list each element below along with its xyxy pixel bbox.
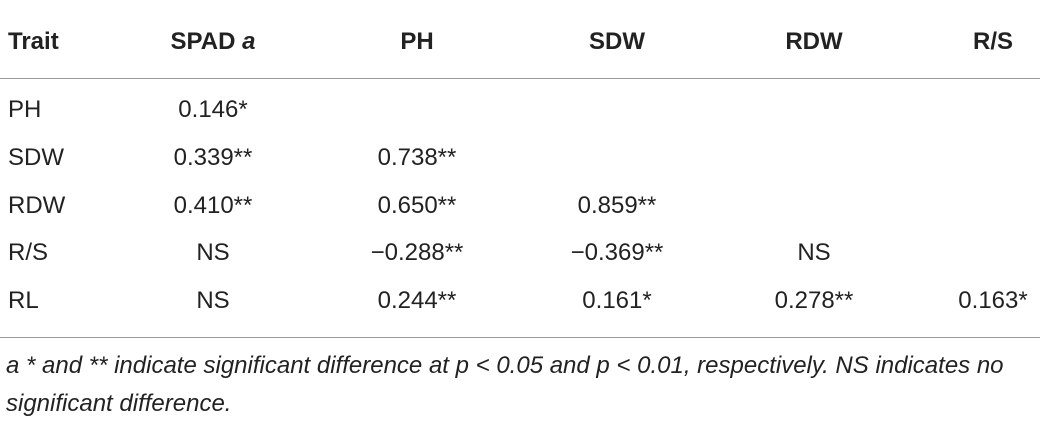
header-text: RDW (785, 28, 843, 55)
row-label: PH (8, 96, 42, 123)
header-rule (0, 78, 1040, 79)
row-label: SDW (8, 144, 64, 171)
footnote: a * and ** indicate significant differen… (6, 347, 1036, 423)
table-cell: 0.244** (377, 287, 457, 314)
table-cell: −0.288** (370, 239, 464, 266)
header-cell: Trait (8, 27, 59, 57)
table-cell: −0.369** (570, 239, 664, 266)
header-cell: SDW (589, 27, 645, 57)
row-label: RDW (8, 192, 66, 219)
header-text: PH (400, 28, 434, 55)
bottom-rule (0, 337, 1040, 338)
table-cell: 0.278** (774, 287, 854, 314)
row-label: R/S (8, 239, 49, 266)
row-label: RL (8, 287, 39, 314)
header-cell: SPAD a (171, 27, 256, 57)
table-cell: NS (196, 239, 230, 266)
table-cell: 0.339** (173, 144, 253, 171)
header-note: a (242, 28, 256, 55)
footnote-text: * and ** indicate significant difference… (6, 352, 1004, 417)
header-text: Trait (8, 28, 59, 55)
table-cell: 0.859** (577, 192, 657, 219)
table-cell: NS (196, 287, 230, 314)
header-cell: RDW (785, 27, 842, 57)
header-text: SPAD (170, 28, 236, 55)
header-text: SDW (589, 28, 645, 55)
footnote-marker: a (6, 352, 20, 379)
header-text: R/S (972, 28, 1014, 55)
table-cell: 0.161* (582, 287, 652, 314)
header-cell: R/S (973, 27, 1013, 57)
table-cell: 0.163* (958, 287, 1028, 314)
table-cell: 0.738** (377, 144, 457, 171)
table-cell: 0.410** (173, 192, 253, 219)
header-cell: PH (400, 27, 433, 57)
table-cell: 0.650** (377, 192, 457, 219)
table-cell: 0.146* (178, 96, 248, 123)
table-cell: NS (797, 239, 831, 266)
